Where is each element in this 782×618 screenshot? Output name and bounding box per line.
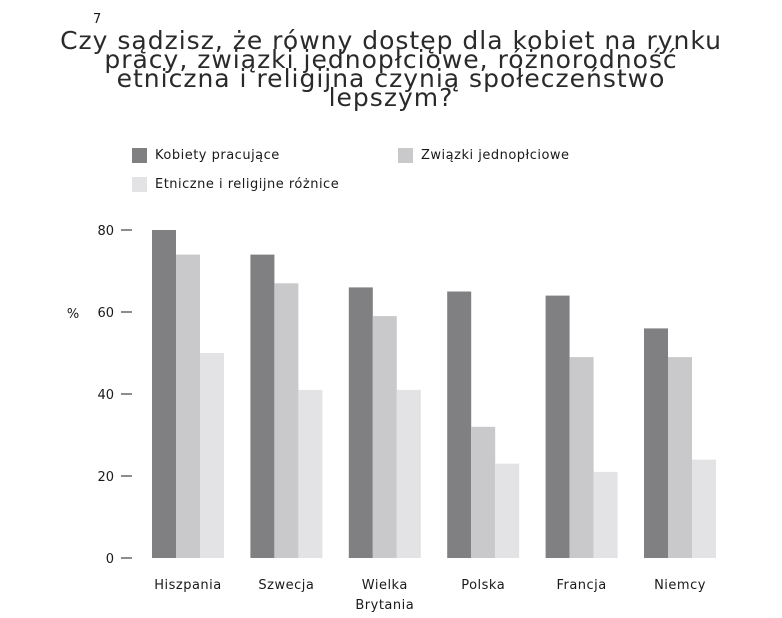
bar — [200, 353, 224, 558]
y-axis-label: % — [67, 307, 79, 322]
legend-label: Etniczne i religijne różnice — [155, 177, 340, 192]
bar — [495, 463, 520, 558]
bar — [692, 459, 716, 558]
bar — [447, 291, 472, 558]
y-tick-label: 20 — [97, 470, 114, 485]
chart-title-line: pracy, związki jednopłciowe, różnorodnoś… — [104, 45, 678, 74]
legend-swatch — [132, 148, 147, 163]
x-category-label: Polska — [461, 578, 505, 593]
x-category-label: Francja — [556, 578, 606, 593]
chart-title-line: Czy sądzisz, że równy dostęp dla kobiet … — [60, 26, 722, 55]
legend-item-zwiazki: Związki jednopłciowe — [398, 148, 570, 163]
bar — [176, 254, 200, 558]
bar — [348, 287, 373, 558]
bar — [274, 283, 299, 558]
chart-title-line: etniczna i religijna czynią społeczeństw… — [116, 64, 666, 93]
x-category-label: Brytania — [355, 598, 414, 613]
legend-item-etniczne: Etniczne i religijne różnice — [132, 177, 339, 192]
chart-title: Czy sądzisz, że równy dostęp dla kobiet … — [0, 26, 782, 112]
legend-label: Kobiety pracujące — [155, 148, 280, 163]
bar — [569, 357, 594, 558]
bar — [668, 357, 692, 558]
bar — [372, 316, 397, 558]
x-category-label: Hiszpania — [154, 578, 222, 593]
bar — [298, 389, 323, 558]
y-tick-label: 60 — [97, 306, 114, 321]
legend-swatch — [398, 148, 413, 163]
bar — [152, 230, 176, 558]
bar — [396, 389, 421, 558]
y-tick-label: 40 — [97, 388, 114, 403]
legend-swatch — [132, 177, 147, 192]
y-tick-label: 80 — [97, 224, 114, 239]
bar — [250, 254, 275, 558]
y-tick-label: 0 — [106, 552, 114, 567]
bar — [471, 426, 496, 558]
x-category-label: Niemcy — [654, 578, 706, 593]
bar — [644, 328, 668, 558]
chart-title-line: lepszym? — [328, 83, 454, 112]
x-category-label: Wielka — [362, 578, 408, 593]
bar — [593, 471, 618, 558]
bar — [545, 295, 570, 558]
legend-item-kobiety: Kobiety pracujące — [132, 148, 280, 163]
figure-number: 7 — [93, 12, 102, 27]
legend-label: Związki jednopłciowe — [421, 148, 570, 163]
x-category-label: Szwecja — [258, 578, 314, 593]
